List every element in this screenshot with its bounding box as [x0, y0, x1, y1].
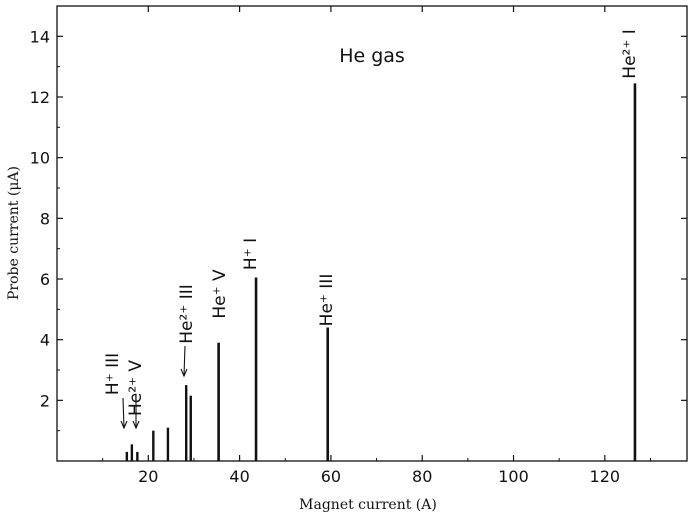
y-tick-label: 12 — [30, 88, 50, 107]
x-axis-label: Magnet current (A) — [299, 497, 437, 513]
x-tick-label: 60 — [321, 467, 341, 486]
peak-label: H⁺ I — [241, 238, 261, 270]
x-tick-label: 20 — [138, 467, 158, 486]
peak-label-arrow — [183, 345, 186, 377]
axes: 20 40 60 80 100 120 2 4 6 8 10 12 14 — [30, 5, 688, 486]
y-tick-label: 6 — [40, 270, 50, 289]
peak-label: He²⁺ III — [177, 284, 197, 343]
x-tick-label: 40 — [229, 467, 249, 486]
y-tick-label: 2 — [40, 391, 50, 410]
peak-label: He⁺ V — [210, 269, 230, 319]
chart-title: He gas — [339, 45, 405, 67]
y-tick-label: 14 — [30, 27, 50, 46]
y-tick-label: 8 — [40, 209, 50, 228]
y-axis-label: Probe current (μA) — [6, 166, 22, 300]
peak-label: H⁺ III — [103, 353, 123, 395]
arrow-head-icon — [180, 368, 188, 378]
peak-label: He²⁺ V — [126, 360, 146, 416]
peak-label: He⁺ III — [317, 274, 337, 327]
arrow-head-icon — [120, 420, 128, 430]
x-tick-label: 120 — [590, 467, 621, 486]
annotations: H⁺ III He²⁺ V He²⁺ III He⁺ V H⁺ I He⁺ III He²⁺… — [103, 29, 640, 430]
arrow-head-icon — [132, 420, 140, 430]
y-tick-label: 4 — [40, 331, 50, 350]
peak-label-arrow — [122, 397, 125, 429]
bars — [125, 83, 637, 461]
peak-label: He²⁺ I — [620, 29, 640, 78]
plot-frame — [56, 5, 688, 462]
y-tick-label: 10 — [30, 149, 50, 168]
x-tick-label: 80 — [412, 467, 432, 486]
x-tick-label: 100 — [498, 467, 529, 486]
